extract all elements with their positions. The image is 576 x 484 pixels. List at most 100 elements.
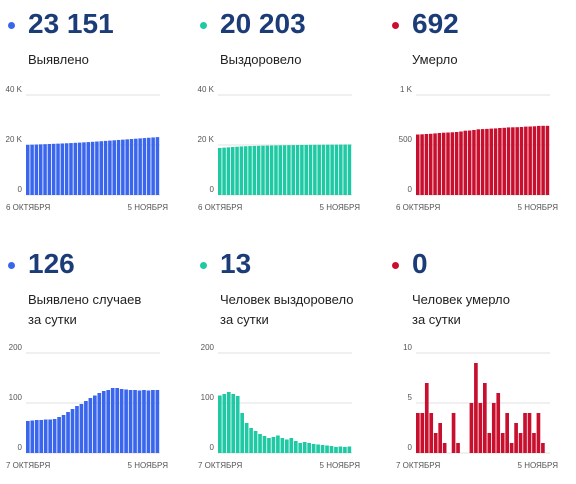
bar (110, 388, 115, 453)
bar (48, 419, 52, 453)
bar (347, 144, 352, 195)
bar (291, 145, 296, 195)
label: Умерло (412, 52, 458, 67)
bar (218, 147, 222, 195)
bar (108, 140, 112, 195)
bar (442, 443, 447, 453)
bar (307, 443, 311, 453)
bar (97, 393, 102, 453)
bar (515, 127, 519, 195)
bar (90, 141, 95, 195)
bar (66, 412, 70, 453)
bar (43, 419, 48, 453)
bar-chart: 0 20 K 40 K 6 ОКТЯБРЯ 5 НОЯБРЯ (6, 85, 169, 212)
bar (43, 144, 47, 195)
y-tick-label: 0 (18, 443, 23, 452)
bar (289, 438, 294, 453)
bar (474, 363, 478, 453)
y-tick-label: 1 K (400, 85, 413, 94)
bar (138, 138, 142, 195)
dot (200, 22, 207, 29)
bar (226, 147, 231, 195)
bar (93, 395, 97, 453)
bar (500, 433, 505, 453)
x-tick-label: 5 НОЯБРЯ (518, 461, 559, 470)
bar (537, 125, 541, 195)
bar (30, 144, 34, 195)
bar (285, 439, 289, 453)
bar (420, 134, 424, 195)
bar (541, 443, 545, 453)
bar (26, 144, 30, 195)
bar (269, 145, 274, 195)
bar (280, 438, 285, 453)
bar (491, 403, 496, 453)
bar (243, 146, 248, 195)
x-tick-label: 7 ОКТЯБРЯ (198, 461, 242, 470)
bar (244, 423, 249, 453)
bar (302, 442, 307, 453)
bar-chart: 0 20 K 40 K 6 ОКТЯБРЯ 5 НОЯБРЯ (198, 85, 361, 212)
dot (8, 22, 15, 29)
bar (509, 443, 514, 453)
panel: 0 Человек умерло за сутки 0 5 10 7 ОКТЯБРЯ 5 НО… (384, 240, 576, 482)
bar (420, 413, 425, 453)
bar (524, 126, 528, 195)
bar (84, 401, 88, 453)
bar (505, 413, 509, 453)
bar (99, 141, 104, 195)
x-tick-label: 6 ОКТЯБРЯ (6, 203, 50, 212)
bar (77, 142, 82, 195)
dot (392, 262, 399, 269)
bar (343, 447, 347, 453)
bar (60, 143, 65, 195)
bar (155, 390, 160, 453)
label: Выявлено (28, 52, 89, 67)
bar (39, 420, 44, 453)
bar (476, 129, 481, 195)
bar (441, 132, 446, 195)
bar (115, 388, 119, 453)
bar (88, 398, 93, 453)
bar (469, 403, 474, 453)
bar (30, 420, 35, 453)
x-tick-label: 7 ОКТЯБРЯ (6, 461, 50, 470)
bar (147, 137, 151, 195)
bar (450, 132, 455, 195)
bar (483, 383, 487, 453)
bar (222, 394, 227, 453)
bar-chart: 0 500 1 K 6 ОКТЯБРЯ 5 НОЯБРЯ (396, 85, 558, 212)
x-tick-label: 7 ОКТЯБРЯ (396, 461, 440, 470)
bar (249, 428, 253, 453)
bar (239, 146, 244, 195)
bar (536, 413, 541, 453)
bar (133, 390, 137, 453)
bar (326, 144, 330, 195)
bar (545, 125, 550, 195)
x-tick-label: 6 ОКТЯБРЯ (198, 203, 242, 212)
bar (496, 393, 501, 453)
bar (347, 446, 352, 453)
bar (142, 390, 146, 453)
bar (278, 145, 283, 195)
y-tick-label: 0 (18, 185, 23, 194)
bar (218, 395, 222, 453)
label: Выздоровело (220, 52, 302, 67)
bar (502, 127, 506, 195)
bar (276, 435, 280, 453)
bar (528, 126, 532, 195)
bar (116, 139, 121, 195)
bar (519, 127, 524, 195)
bar (329, 446, 334, 453)
bar (129, 139, 134, 195)
bar (338, 446, 343, 453)
bar (47, 144, 52, 195)
bar (235, 146, 239, 195)
bar (146, 390, 151, 453)
bar (293, 441, 298, 453)
bar (424, 134, 429, 195)
bar (437, 133, 442, 195)
y-tick-label: 0 (210, 185, 215, 194)
bar (527, 413, 532, 453)
bar (316, 444, 320, 453)
